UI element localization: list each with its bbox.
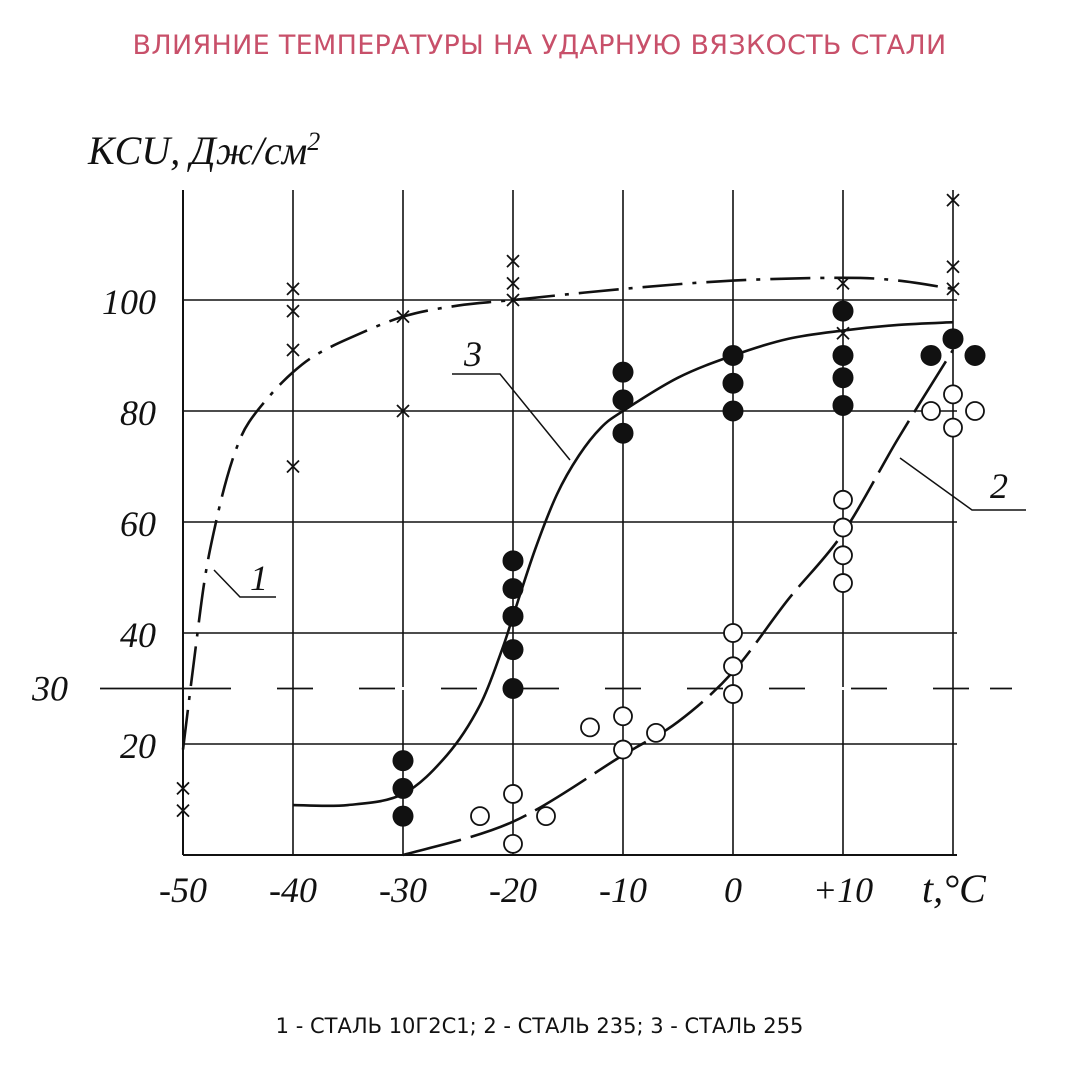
axis-labels: KCU, Дж/см2 t,°C [87, 127, 987, 911]
point-series-2 [646, 723, 666, 743]
x-tick-label: +10 [813, 870, 873, 910]
point-series-3 [392, 805, 414, 827]
point-series-2 [613, 739, 633, 760]
x-tick-label: 0 [724, 870, 742, 910]
point-series-2 [613, 706, 633, 727]
point-series-2 [723, 656, 743, 677]
x-tick-label: -30 [379, 870, 427, 910]
point-series-1 [286, 459, 300, 474]
point-series-3 [502, 578, 524, 600]
point-series-2 [470, 806, 490, 827]
point-series-1 [176, 803, 190, 818]
curve-series-3 [292, 320, 954, 808]
curve-label-3: 3 [463, 334, 482, 374]
point-series-3 [502, 678, 524, 699]
point-series-2 [833, 573, 853, 593]
leader-series-1 [213, 569, 276, 598]
point-series-2 [921, 401, 941, 421]
point-series-1 [176, 781, 190, 796]
leader-series-2 [899, 457, 1026, 511]
point-series-1 [836, 276, 850, 290]
y-tick-label: 20 [120, 726, 156, 766]
grid [182, 190, 957, 856]
page-title: ВЛИЯНИЕ ТЕМПЕРАТУРЫ НА УДАРНУЮ ВЯЗКОСТЬ … [132, 30, 947, 61]
point-series-2 [723, 684, 743, 704]
point-series-3 [722, 345, 744, 366]
reference-line-30: 30 [31, 669, 1012, 709]
y-axis-label: KCU, Дж/см2 [87, 127, 320, 173]
point-series-3 [942, 328, 964, 350]
point-series-3 [502, 550, 524, 572]
point-series-2 [580, 717, 600, 738]
point-series-3 [502, 605, 524, 627]
point-series-3 [722, 400, 744, 422]
point-series-1 [836, 326, 850, 340]
curve-label-2: 2 [990, 466, 1008, 506]
point-series-2 [833, 517, 853, 538]
point-series-2 [536, 806, 556, 827]
curve-label-1: 1 [250, 558, 268, 598]
leader-series-3 [452, 373, 571, 461]
point-series-1 [946, 193, 960, 207]
point-series-2 [833, 489, 853, 510]
point-series-3 [392, 750, 414, 772]
point-series-2 [503, 834, 523, 854]
point-series-1 [396, 404, 410, 418]
point-series-3 [832, 394, 854, 416]
point-series-3 [832, 345, 854, 366]
y-tick-label: 40 [120, 615, 156, 655]
curve-label-leaders: 1 2 3 [213, 334, 1026, 598]
point-series-1 [946, 282, 960, 296]
curve-series-1 [181, 276, 954, 750]
point-series-1 [506, 276, 520, 290]
point-series-1 [286, 304, 300, 318]
x-tick-label: -10 [599, 870, 647, 910]
point-series-2 [943, 417, 963, 438]
point-series-2 [965, 401, 985, 421]
point-series-3 [612, 361, 634, 383]
point-series-2 [723, 623, 743, 643]
point-series-3 [392, 777, 414, 799]
point-series-1 [946, 260, 960, 274]
point-series-1 [396, 310, 410, 324]
point-series-3 [722, 372, 744, 394]
legend-caption: 1 - СТАЛЬ 10Г2С1; 2 - СТАЛЬ 235; 3 - СТА… [275, 1014, 804, 1038]
point-series-2 [503, 784, 523, 804]
y-tick-label: 100 [102, 282, 156, 322]
curve-series-2 [402, 349, 955, 857]
x-axis-label: t,°C [922, 866, 987, 911]
y-tick-label: 60 [120, 504, 156, 544]
x-tick-label: -50 [159, 870, 207, 910]
point-series-3 [612, 422, 634, 444]
reference-line-label: 30 [31, 669, 68, 709]
point-series-1 [286, 282, 300, 296]
point-series-2 [833, 545, 853, 566]
point-series-3 [832, 367, 854, 389]
tick-labels: -50 -40 -30 -20 -10 0 +10 20 40 60 80 100 [102, 282, 873, 910]
data-points [176, 193, 986, 854]
point-series-3 [964, 345, 986, 366]
point-series-3 [920, 345, 942, 366]
y-tick-label: 80 [120, 393, 156, 433]
point-series-1 [506, 254, 520, 268]
point-series-2 [943, 384, 963, 405]
point-series-3 [832, 300, 854, 322]
point-series-1 [506, 293, 520, 307]
point-series-3 [612, 389, 634, 411]
point-series-1 [286, 343, 300, 357]
point-series-3 [502, 639, 524, 661]
x-tick-label: -40 [269, 870, 317, 910]
x-tick-label: -20 [489, 870, 537, 910]
